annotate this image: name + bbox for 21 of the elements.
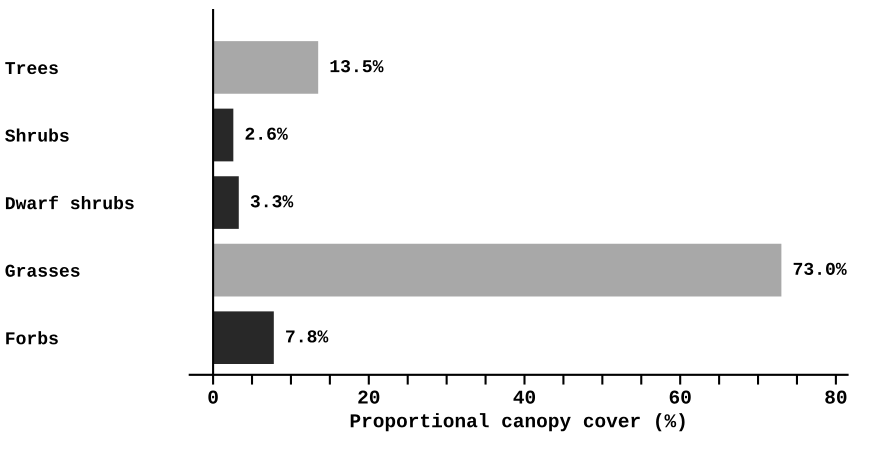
y-tick-label: Trees: [5, 62, 58, 74]
data-label: 2.6%: [246, 128, 288, 140]
bar: [213, 108, 234, 162]
y-tick-label: Forbs: [6, 331, 58, 344]
bar: [213, 41, 318, 94]
y-tick-label: Grasses: [5, 264, 80, 277]
x-tick-label: 40: [513, 390, 536, 404]
data-label: 73.0%: [794, 262, 847, 275]
bar: [213, 176, 239, 229]
x-axis-title: Proportional canopy cover (%): [350, 413, 685, 432]
bar: [213, 311, 274, 364]
y-tick-label: Shrubs: [5, 128, 69, 142]
x-tick-label: 60: [670, 390, 691, 404]
data-label: 13.5%: [330, 60, 384, 72]
x-tick-label: 20: [358, 390, 380, 404]
data-label: 3.3%: [250, 195, 294, 208]
x-tick-label: 80: [825, 390, 846, 404]
data-label: 7.8%: [286, 330, 328, 343]
x-tick-label: 0: [208, 390, 218, 404]
y-tick-label: Dwarf shrubs: [6, 196, 134, 210]
bar: [213, 244, 782, 296]
